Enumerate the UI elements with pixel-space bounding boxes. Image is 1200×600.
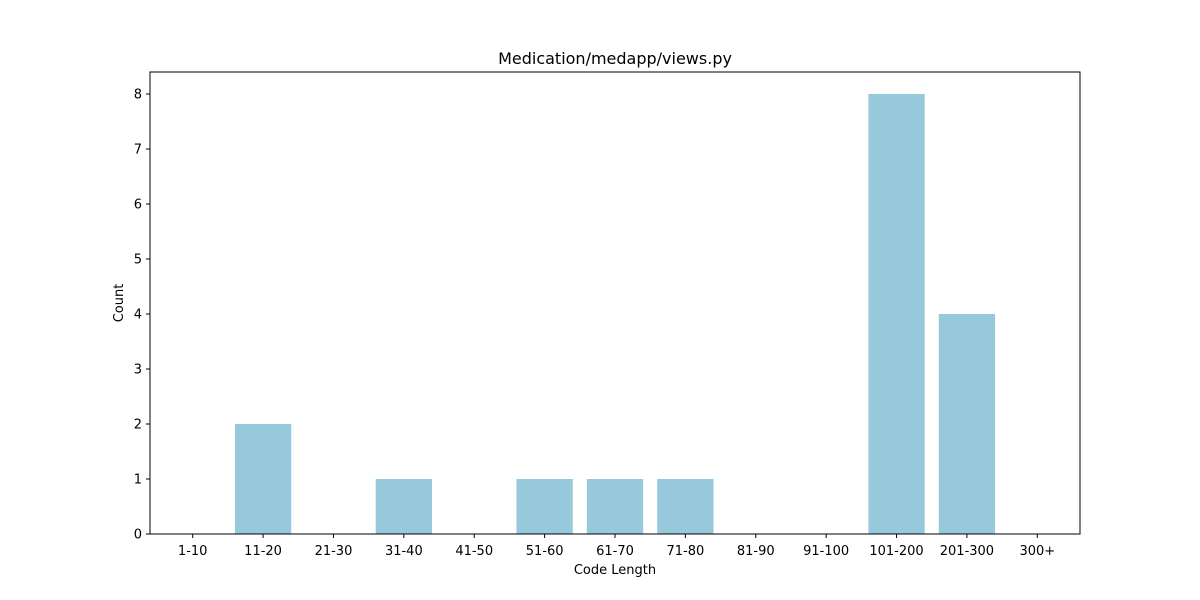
y-tick-label: 1 [134, 473, 142, 488]
bar-61-70 [586, 479, 644, 534]
bar-71-80 [657, 479, 714, 534]
bar-101-200 [868, 94, 925, 534]
x-tick-label: 71-80 [666, 544, 704, 559]
x-tick-label: 1-10 [178, 544, 208, 559]
x-tick-label: 91-100 [803, 544, 849, 559]
y-tick-label: 5 [134, 253, 142, 268]
x-tick-label: 81-90 [737, 544, 775, 559]
y-tick-label: 3 [134, 363, 142, 378]
y-tick-label: 6 [134, 198, 142, 213]
x-tick-label: 21-30 [315, 544, 353, 559]
y-tick-label: 0 [134, 528, 142, 543]
x-axis-label: Code Length [574, 563, 656, 578]
y-tick-label: 4 [134, 308, 142, 323]
bar-31-40 [375, 479, 432, 534]
bar-51-60 [516, 479, 573, 534]
x-axis-ticks: 1-10 11-20 21-30 31-40 41-50 51-60 61-70 71-80 8… [178, 534, 1055, 559]
x-tick-label: 51-60 [526, 544, 564, 559]
y-tick-label: 8 [134, 88, 142, 103]
x-tick-label: 31-40 [385, 544, 423, 559]
x-tick-label: 41-50 [455, 544, 493, 559]
x-tick-label: 201-300 [940, 544, 994, 559]
bar-11-20 [234, 424, 292, 534]
x-tick-label: 300+ [1019, 544, 1055, 559]
x-tick-label: 11-20 [244, 544, 282, 559]
x-tick-label: 101-200 [869, 544, 923, 559]
y-axis-label: Count [112, 284, 127, 323]
y-tick-label: 7 [134, 143, 142, 158]
bar-201-300 [938, 314, 996, 534]
y-axis-ticks: 0 1 2 3 4 5 6 7 8 [134, 88, 150, 543]
y-tick-label: 2 [134, 418, 142, 433]
bars-layer [234, 94, 996, 534]
chart-title: Medication/medapp/views.py [498, 49, 732, 68]
x-tick-label: 61-70 [596, 544, 634, 559]
